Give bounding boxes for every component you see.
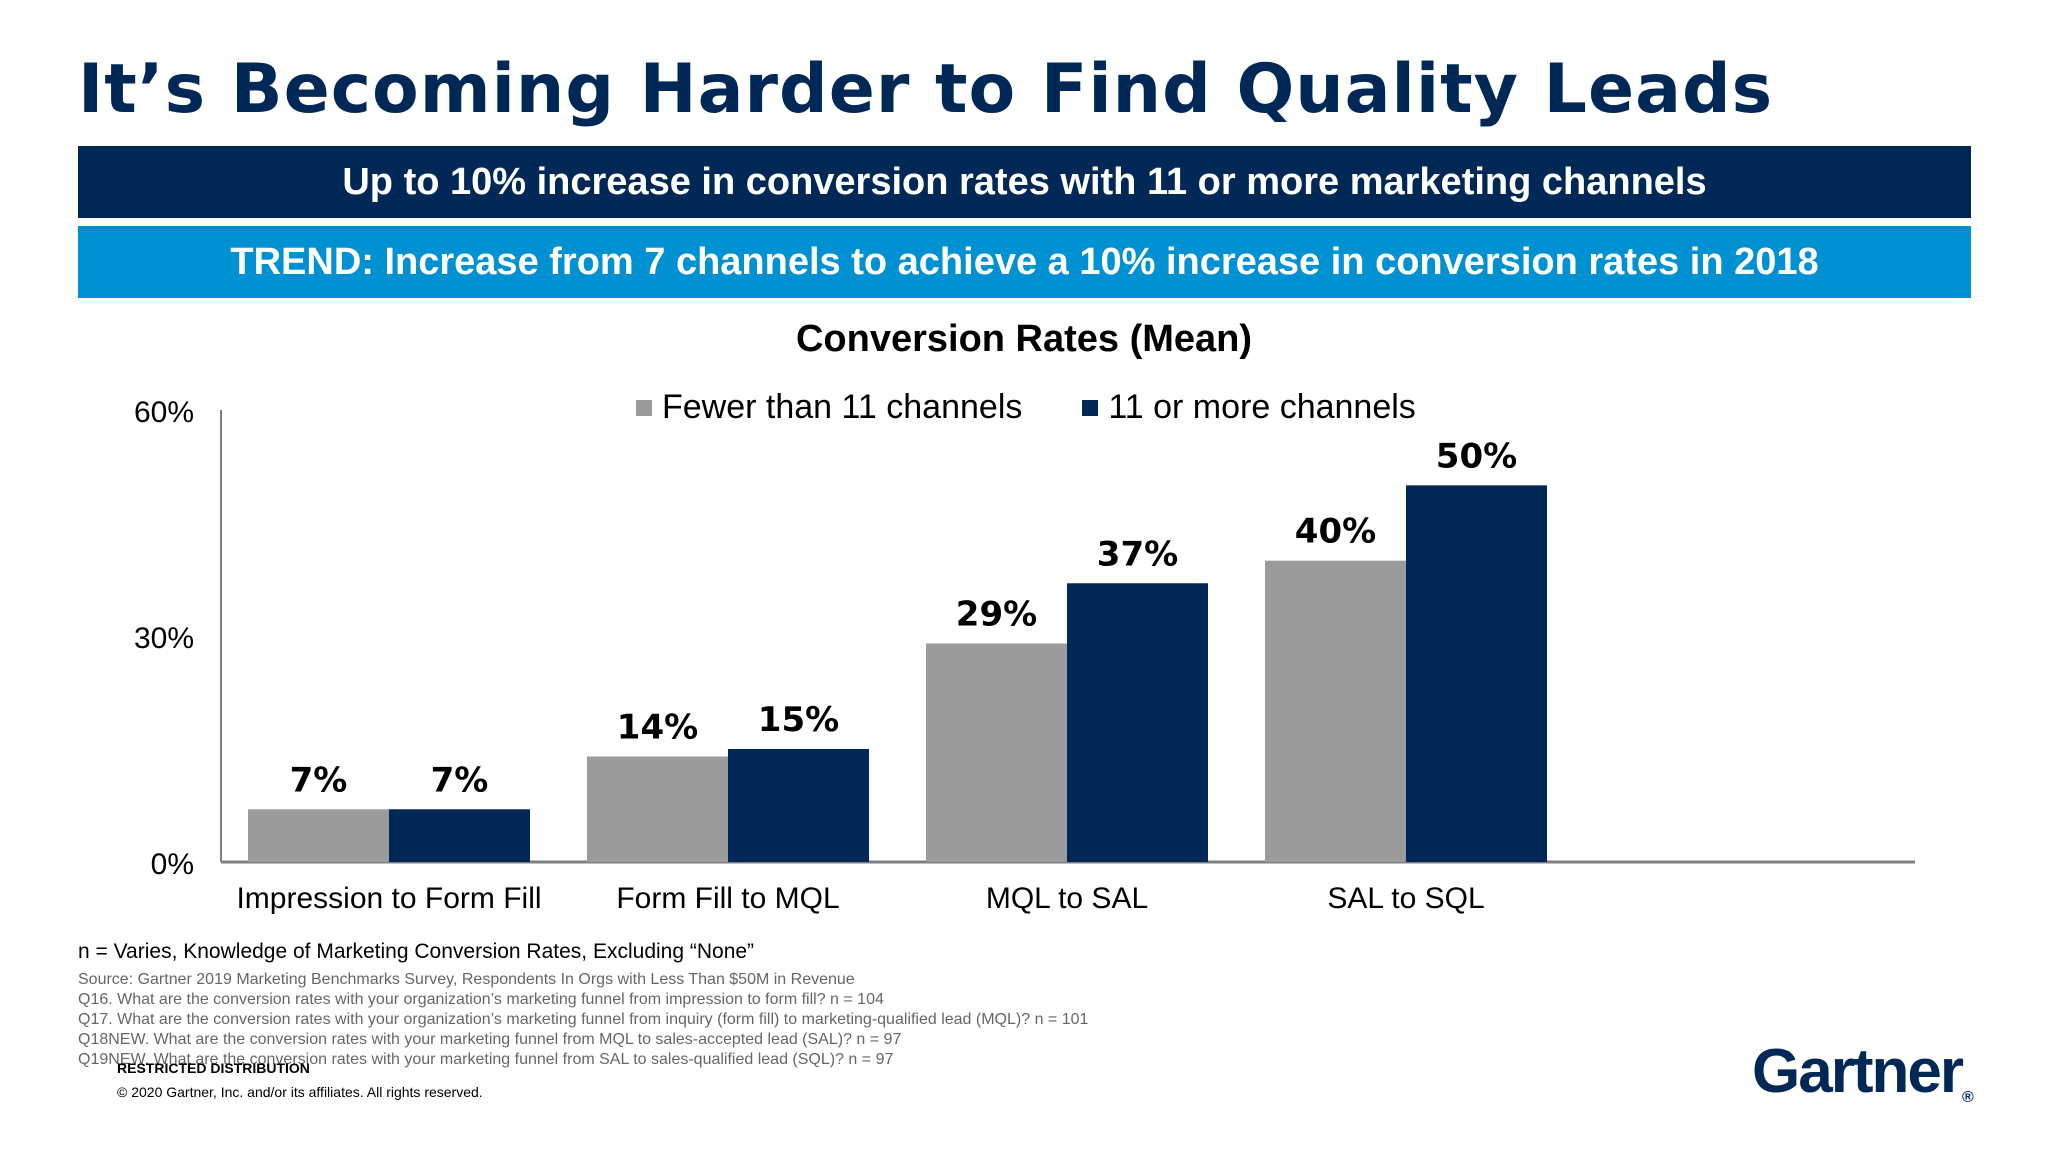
question-q16: Q16. What are the conversion rates with … xyxy=(78,991,884,1008)
data-label-more: 7% xyxy=(431,760,489,800)
restricted-distribution: RESTRICTED DISTRIBUTION xyxy=(117,1060,310,1076)
legend-label-more: 11 or more channels xyxy=(1108,388,1416,426)
data-label-more: 50% xyxy=(1436,436,1517,476)
sample-size-note: n = Varies, Knowledge of Marketing Conve… xyxy=(78,940,755,963)
data-label-more: 15% xyxy=(758,700,839,740)
bar-more xyxy=(389,809,530,862)
bar-more xyxy=(1067,583,1208,862)
bar-fewer xyxy=(1265,560,1406,862)
data-label-more: 37% xyxy=(1097,534,1178,574)
data-label-fewer: 29% xyxy=(956,595,1037,635)
trend-banner: TREND: Increase from 7 channels to achie… xyxy=(78,226,1971,298)
question-q19: Q19NEW. What are the conversion rates wi… xyxy=(78,1051,894,1068)
x-tick-label: Impression to Form Fill xyxy=(236,882,541,915)
page-title: It’s Becoming Harder to Find Quality Lea… xyxy=(78,50,1774,129)
x-tick-label: SAL to SQL xyxy=(1327,882,1484,915)
logo-registered-mark: ® xyxy=(1961,1089,1974,1106)
y-tick-label: 30% xyxy=(134,622,194,655)
question-q18: Q18NEW. What are the conversion rates wi… xyxy=(78,1031,902,1048)
legend-item-fewer: Fewer than 11 channels xyxy=(636,388,1022,427)
data-label-fewer: 40% xyxy=(1295,512,1376,552)
chart-title: Conversion Rates (Mean) xyxy=(795,318,1253,360)
chart-notes: n = Varies, Knowledge of Marketing Conve… xyxy=(78,940,1088,1070)
headline-banner: Up to 10% increase in conversion rates w… xyxy=(78,146,1971,218)
chart-legend: Fewer than 11 channels 11 or more channe… xyxy=(636,388,1476,427)
y-tick-label: 60% xyxy=(134,396,194,429)
legend-swatch-fewer xyxy=(636,399,652,416)
question-q17: Q17. What are the conversion rates with … xyxy=(78,1011,1089,1028)
data-label-fewer: 14% xyxy=(617,708,698,748)
bar-fewer xyxy=(587,756,728,862)
bar-fewer xyxy=(248,809,389,862)
data-label-fewer: 7% xyxy=(290,760,348,800)
legend-swatch-more xyxy=(1082,399,1099,416)
headline-banner-text: Up to 10% increase in conversion rates w… xyxy=(342,160,1707,203)
bar-more xyxy=(728,749,869,862)
logo-text: Gartner xyxy=(1752,1037,1964,1106)
bar-more xyxy=(1406,485,1547,862)
copyright: © 2020 Gartner, Inc. and/or its affiliat… xyxy=(117,1084,483,1100)
y-tick-label: 0% xyxy=(151,848,194,881)
trend-banner-text: TREND: Increase from 7 channels to achie… xyxy=(230,240,1819,283)
legend-label-fewer: Fewer than 11 channels xyxy=(662,388,1023,426)
source-note: Source: Gartner 2019 Marketing Benchmark… xyxy=(78,971,855,988)
x-tick-label: MQL to SAL xyxy=(986,882,1148,915)
gartner-logo: Gartner® xyxy=(1752,1036,1974,1107)
x-tick-label: Form Fill to MQL xyxy=(616,882,839,915)
bar-fewer xyxy=(926,643,1067,862)
legend-item-more: 11 or more channels xyxy=(1082,388,1416,427)
